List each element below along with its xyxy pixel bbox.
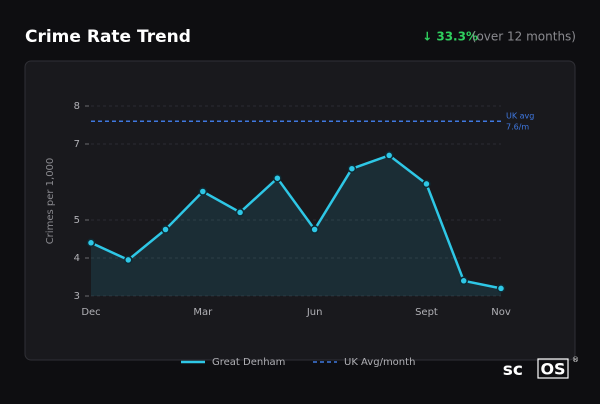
point	[124, 255, 133, 265]
y-tick-label: 3	[74, 291, 80, 302]
y-tick-label: 5	[74, 215, 80, 226]
point	[310, 225, 319, 234]
y-tick-label: 8	[74, 101, 80, 112]
line	[90, 153, 502, 290]
point	[161, 225, 170, 234]
x-tick-label: Mar	[193, 307, 213, 318]
y-axis-label: Crimes per 1,000	[45, 158, 56, 245]
change: ↓ 33.3%	[422, 30, 478, 44]
logo-left: sc	[503, 360, 523, 380]
x-tick-label: Dec	[81, 307, 100, 318]
y-tick-label: 7	[74, 139, 80, 150]
area	[91, 155, 501, 296]
x-tick-label: Sept	[415, 307, 438, 318]
point	[273, 173, 282, 183]
legend-label: Great Denham	[212, 357, 285, 368]
reference-annotation: UK avg	[506, 112, 534, 121]
x-tick-label: Jun	[306, 307, 323, 318]
point	[422, 179, 431, 189]
logo-mark: ®	[572, 356, 579, 364]
point	[384, 151, 394, 160]
title: Crime Rate Trend	[25, 27, 191, 47]
point	[496, 284, 506, 293]
change-note: (over 12 months)	[472, 30, 576, 44]
point	[235, 208, 245, 217]
x-tick-label: Nov	[491, 307, 511, 318]
logo-boxed: OS	[540, 360, 565, 379]
reference-annotation: 7.6/m	[506, 123, 529, 132]
point	[198, 187, 208, 196]
legend-label: UK Avg/month	[344, 357, 415, 368]
point	[86, 238, 96, 248]
y-tick-label: 4	[74, 253, 80, 264]
point	[347, 164, 357, 173]
point	[459, 276, 468, 286]
logo-box	[537, 358, 569, 379]
